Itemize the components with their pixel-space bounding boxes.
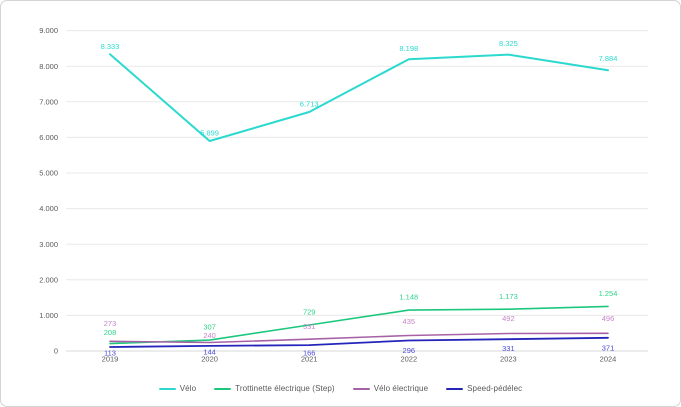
data-label: 5.899 [200,129,219,138]
legend-label: Vélo [179,384,197,393]
legend-item-v-lo-lectrique: Vélo électrique [352,384,429,393]
legend-item-v-lo: Vélo [158,384,197,393]
data-label: 8.198 [399,44,418,53]
y-tick-label: 2.000 [39,275,58,284]
legend-swatch-icon [214,387,232,390]
series-line-speed-p-d-lec [109,336,609,348]
data-label: 435 [403,317,416,326]
legend-label: Trottinette électrique (Step) [235,384,335,393]
x-tick-label: 2021 [301,355,318,364]
data-label: 1.148 [399,293,418,302]
data-label: 492 [502,314,515,323]
data-label: 371 [602,343,615,352]
data-label: 8.325 [499,39,518,48]
data-label: 144 [203,347,216,356]
x-tick-label: 2019 [102,355,119,364]
y-tick-label: 9.000 [39,26,58,35]
data-label: 8.333 [101,42,120,51]
legend-label: Speed-pédélec [467,384,523,393]
legend-item-speed-p-d-lec: Speed-pédélec [446,384,522,393]
series-line-v-lo-lectrique [109,332,609,344]
y-tick-label: 8.000 [39,62,58,71]
data-label: 240 [203,331,216,340]
data-label: 6.713 [300,100,319,109]
y-tick-label: 1.000 [39,311,58,320]
data-label: 273 [104,319,117,328]
data-label: 729 [303,308,316,317]
x-tick-label: 2023 [500,355,517,364]
legend-label: Vélo électrique [373,384,429,393]
data-label: 331 [303,322,316,331]
data-label: 496 [602,314,615,323]
data-label: 307 [203,323,216,332]
data-label: 7.884 [599,54,618,63]
data-label: 296 [403,346,416,355]
x-tick-label: 2020 [201,355,218,364]
x-tick-label: 2022 [400,355,417,364]
legend-swatch-icon [158,387,176,390]
data-label: 1.254 [599,289,618,298]
line-chart: 0 1.000 2.000 3.000 4.000 5.000 6.000 7.000 8.00… [39,26,648,364]
legend-swatch-icon [446,387,464,390]
y-tick-label: 6.000 [39,133,58,142]
chart-legend: Vélo Trottinette électrique (Step) Vélo él… [1,384,680,393]
series-line-v-lo [109,53,609,142]
data-label: 1.173 [499,292,518,301]
x-tick-label: 2024 [600,355,617,364]
data-label: 331 [502,344,515,353]
data-label: 166 [303,349,316,358]
legend-item-trottinette-lectrique-step-: Trottinette électrique (Step) [214,384,335,393]
data-label: 208 [104,328,117,337]
y-tick-label: 7.000 [39,97,58,106]
y-tick-label: 4.000 [39,204,58,213]
series-line-trottinette-lectrique-step- [109,305,609,345]
y-tick-label: 3.000 [39,240,58,249]
data-label: 113 [104,349,116,358]
legend-swatch-icon [352,387,370,390]
y-tick-label: 0 [54,347,58,356]
y-tick-label: 5.000 [39,169,58,178]
